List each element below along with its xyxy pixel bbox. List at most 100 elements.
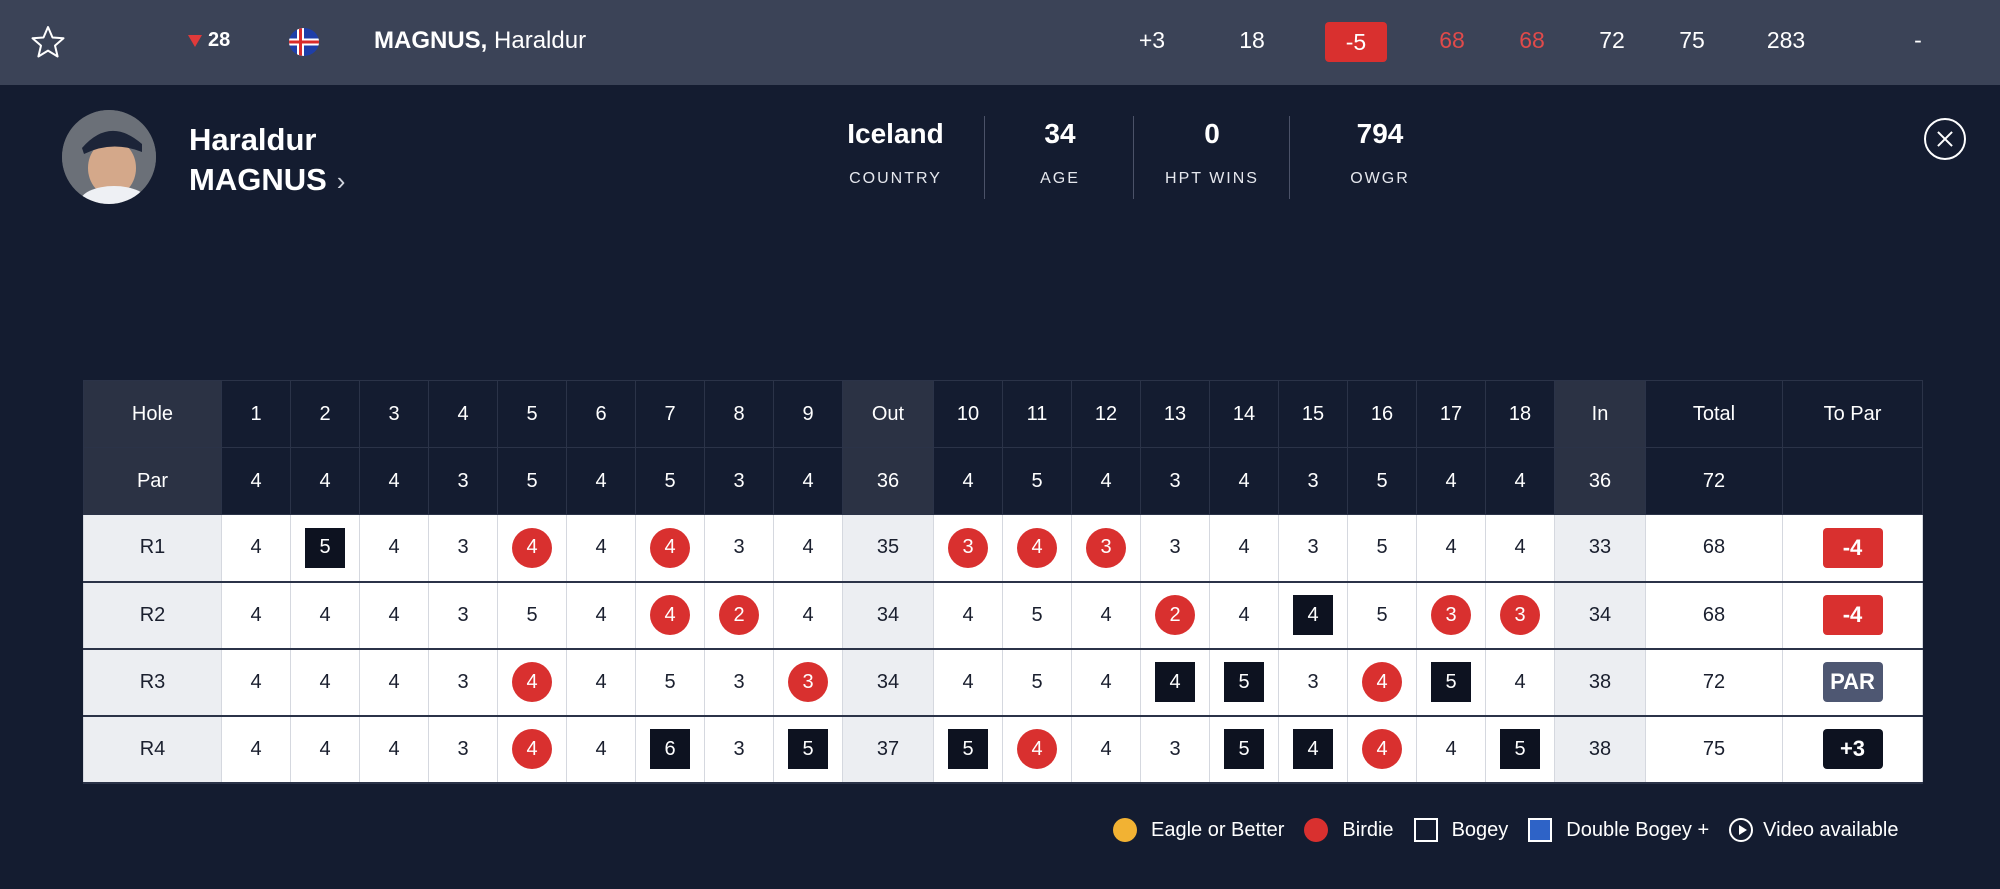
close-icon[interactable]	[1924, 118, 1966, 160]
player-first-name: Haraldur	[494, 27, 587, 54]
stat-owgr-label: OWGR	[1350, 170, 1410, 187]
score-cell: 3	[1140, 514, 1210, 582]
score-value: 4	[1100, 603, 1112, 626]
round-3-score: 72	[1599, 27, 1625, 53]
score-cell: 34	[1554, 581, 1646, 649]
score-cell: 3	[1140, 715, 1210, 783]
score-cell: 3	[704, 648, 774, 716]
birdie-marker: 3	[1500, 595, 1540, 635]
hole-number-cell: 14	[1209, 380, 1279, 448]
score-cell: 4	[1071, 581, 1141, 649]
score-cell: 5	[635, 648, 705, 716]
player-last-name: MAGNUS,	[374, 27, 488, 54]
score-value: 4	[802, 603, 814, 626]
score-value: 4	[250, 536, 262, 559]
par-cell: 72	[1645, 447, 1783, 515]
score-cell: 34	[842, 648, 934, 716]
birdie-marker: 4	[650, 595, 690, 635]
score-cell: 4	[221, 514, 291, 582]
birdie-marker: 2	[719, 595, 759, 635]
score-cell: 38	[1554, 648, 1646, 716]
score-cell: 4	[290, 648, 360, 716]
bogey-marker: 5	[1224, 662, 1264, 702]
score-cell: 5	[1416, 648, 1486, 716]
score-value: 3	[457, 737, 469, 760]
score-cell: 4	[1071, 715, 1141, 783]
par-cell: 4	[1209, 447, 1279, 515]
score-cell: 4	[1209, 514, 1279, 582]
hole-number-cell: 18	[1485, 380, 1555, 448]
score-cell: 4	[566, 514, 636, 582]
par-row: Par 4 4 4 3 5 4 5 3 4 36 4 5 4 3 4 3 5 4 4 36 72	[83, 447, 1923, 515]
score-value: 4	[1514, 536, 1526, 559]
score-cell: 4	[359, 514, 429, 582]
birdie-marker: 4	[1362, 729, 1402, 769]
player-profile-link[interactable]: Haraldur MAGNUS ›	[189, 120, 345, 201]
score-value: 3	[457, 536, 469, 559]
double-bogey-swatch-icon	[1528, 818, 1553, 842]
player-photo	[62, 110, 156, 204]
par-cell: 4	[933, 447, 1003, 515]
score-value: 4	[319, 670, 331, 693]
score-value: 4	[388, 670, 400, 693]
legend-video: Video available	[1729, 818, 1898, 842]
round-2-score: 68	[1519, 27, 1545, 53]
score-cell: 4	[566, 648, 636, 716]
hole-number-cell: 5	[497, 380, 567, 448]
hole-number-cell: 11	[1002, 380, 1072, 448]
hole-number-cell: 12	[1071, 380, 1141, 448]
score-cell: 3	[1485, 581, 1555, 649]
hole-number-cell: In	[1554, 380, 1646, 448]
score-cell: 4	[566, 581, 636, 649]
score-value: 4	[319, 737, 331, 760]
legend-label: Video available	[1763, 818, 1899, 841]
score-cell: 4	[1347, 715, 1417, 783]
score-cell: 3	[704, 514, 774, 582]
score-cell: 4	[1002, 514, 1072, 582]
birdie-marker: 3	[1431, 595, 1471, 635]
par-cell: 3	[1278, 447, 1348, 515]
hole-number-cell: 10	[933, 380, 1003, 448]
stat-owgr: 794 OWGR	[1330, 118, 1430, 188]
bogey-marker: 4	[1155, 662, 1195, 702]
par-cell: 4	[1416, 447, 1486, 515]
stat-owgr-value: 794	[1356, 118, 1404, 149]
score-value: 4	[1100, 737, 1112, 760]
score-value: 4	[250, 670, 262, 693]
score-cell: 3	[1278, 648, 1348, 716]
score-value: 4	[250, 603, 262, 626]
score-cell: 5	[933, 715, 1003, 783]
hole-number-cell: 1	[221, 380, 291, 448]
score-cell: 3	[1278, 514, 1348, 582]
iceland-flag-icon	[289, 28, 319, 56]
score-cell: 4	[635, 581, 705, 649]
stat-country-value: Iceland	[847, 118, 944, 149]
score-cell: 4	[1416, 514, 1486, 582]
star-outline-icon[interactable]	[30, 24, 66, 60]
position-change-value: 28	[208, 29, 231, 51]
score-cell: 3	[933, 514, 1003, 582]
avatar	[62, 110, 156, 204]
leaderboard-row[interactable]: 28 MAGNUS, Haraldur +3 18 -5 68 68 72 75…	[0, 0, 2000, 85]
birdie-marker: 4	[1017, 729, 1057, 769]
hole-number-cell: 2	[290, 380, 360, 448]
score-value: 4	[1445, 737, 1457, 760]
score-cell: 5	[1347, 581, 1417, 649]
score-value: 4	[250, 737, 262, 760]
hole-number-cell: 4	[428, 380, 498, 448]
score-value: 5	[1376, 536, 1388, 559]
score-value: 5	[526, 603, 538, 626]
stat-age-value: 34	[1044, 118, 1076, 149]
par-cell: 3	[1140, 447, 1210, 515]
score-value: 4	[595, 737, 607, 760]
bogey-marker: 5	[1224, 729, 1264, 769]
player-name[interactable]: MAGNUS, Haraldur	[374, 27, 586, 55]
score-value: 3	[457, 603, 469, 626]
hole-number-cell: 13	[1140, 380, 1210, 448]
score-cell: 3	[1071, 514, 1141, 582]
to-par-total: +3	[1138, 27, 1166, 53]
score-cell: 4	[359, 581, 429, 649]
score-value: 5	[1031, 603, 1043, 626]
round-label: R2	[83, 581, 222, 649]
par-cell: 4	[1485, 447, 1555, 515]
